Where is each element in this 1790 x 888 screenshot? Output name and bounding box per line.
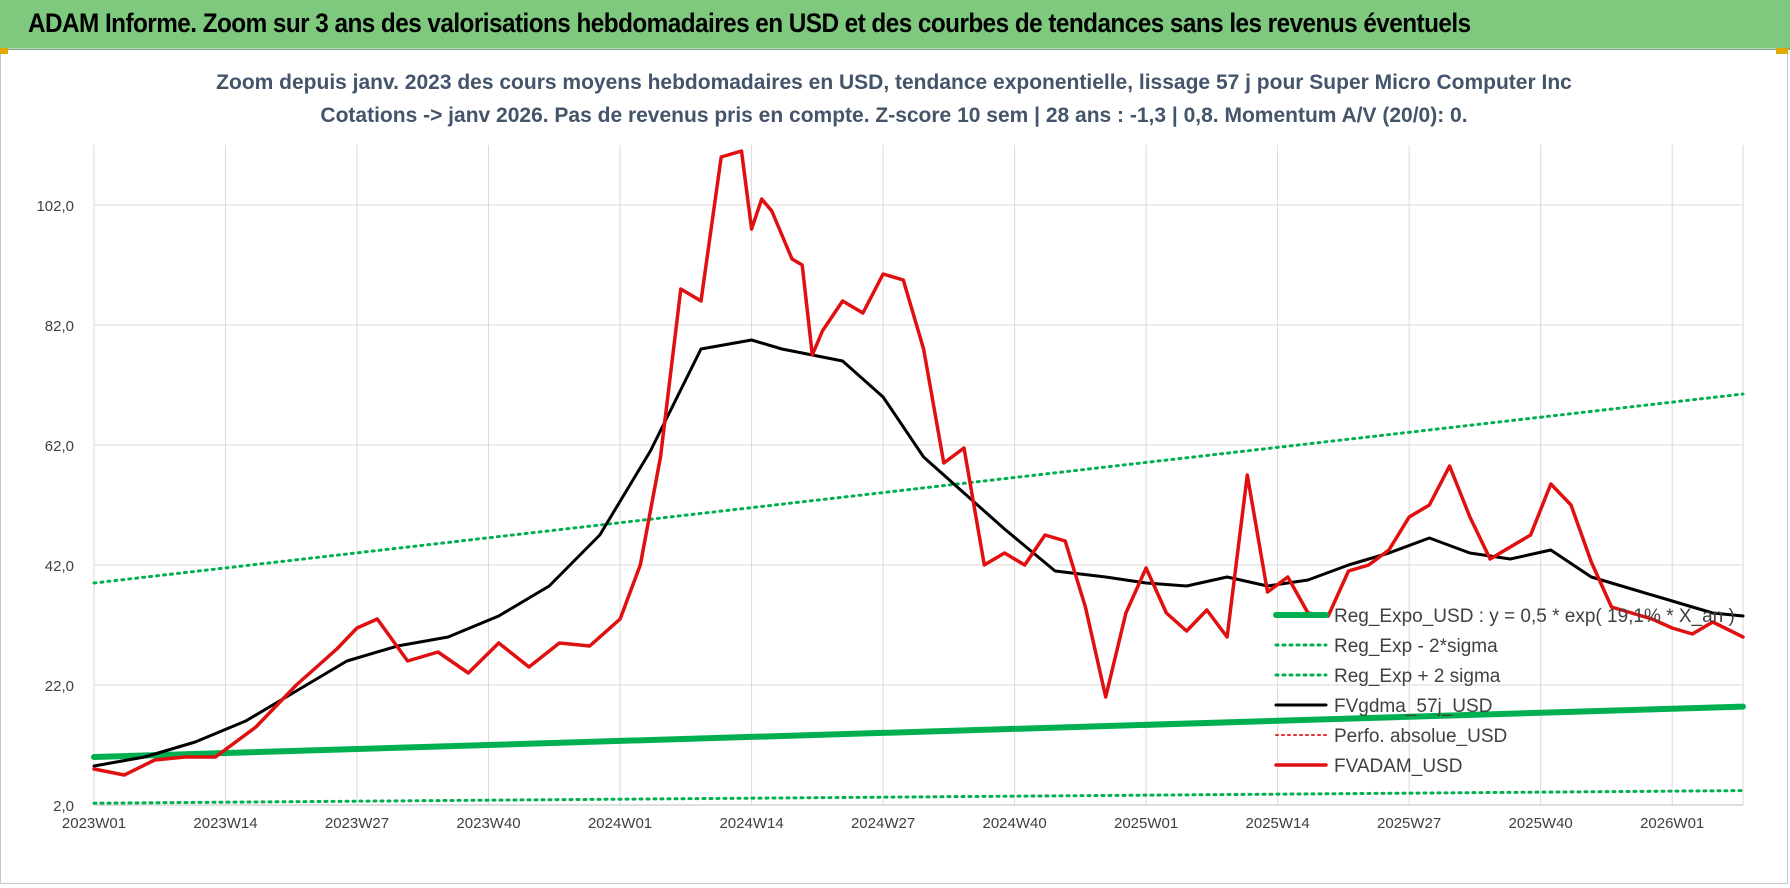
series-line-0 <box>91 703 1746 760</box>
x-tick-label: 2025W27 <box>1377 815 1441 832</box>
chart-svg: Zoom depuis janv. 2023 des cours moyens … <box>36 71 1746 832</box>
header-bar: ADAM Informe. Zoom sur 3 ans des valoris… <box>0 0 1790 50</box>
x-tick-label: 2023W40 <box>456 815 520 832</box>
page-title: ADAM Informe. Zoom sur 3 ans des valoris… <box>28 8 1471 38</box>
chart-title-line2: Cotations -> janv 2026. Pas de revenus p… <box>320 104 1467 127</box>
x-tick-label: 2023W27 <box>325 815 389 832</box>
legend-label: Reg_Expo_USD : y = 0,5 * exp( 19,1% * X_… <box>1334 606 1735 627</box>
x-tick-label: 2023W01 <box>62 815 126 832</box>
chart-title-line1: Zoom depuis janv. 2023 des cours moyens … <box>216 71 1572 94</box>
legend-label: Perfo. absolue_USD <box>1334 726 1507 747</box>
series-line-1 <box>92 789 1745 805</box>
x-tick-label: 2024W01 <box>588 815 652 832</box>
chart-frame: Zoom depuis janv. 2023 des cours moyens … <box>0 48 1788 884</box>
series-line-5 <box>92 149 1745 777</box>
y-tick-label: 2,0 <box>53 798 74 815</box>
x-tick-label: 2025W40 <box>1509 815 1573 832</box>
corner-mark-right <box>1776 48 1788 54</box>
chart-legend: Reg_Expo_USD : y = 0,5 * exp( 19,1% * X_… <box>1273 606 1735 777</box>
x-tick-label: 2023W14 <box>193 815 257 832</box>
y-tick-label: 42,0 <box>45 558 74 575</box>
y-tick-label: 82,0 <box>45 318 74 335</box>
x-tick-label: 2025W14 <box>1246 815 1310 832</box>
x-tick-label: 2024W14 <box>719 815 783 832</box>
y-tick-label: 22,0 <box>45 678 74 695</box>
series-line-3 <box>92 338 1745 768</box>
x-tick-label: 2024W40 <box>982 815 1046 832</box>
chart-series <box>91 149 1746 805</box>
chart-grid <box>93 145 1744 806</box>
x-tick-label: 2025W01 <box>1114 815 1178 832</box>
x-tick-label: 2026W01 <box>1640 815 1704 832</box>
y-tick-label: 102,0 <box>36 198 74 215</box>
legend-label: Reg_Exp + 2 sigma <box>1334 666 1501 687</box>
x-tick-label: 2024W27 <box>851 815 915 832</box>
legend-label: FVgdma_57j_USD <box>1334 696 1492 717</box>
legend-label: Reg_Exp - 2*sigma <box>1334 636 1498 657</box>
legend-label: FVADAM_USD <box>1334 756 1462 777</box>
y-tick-label: 62,0 <box>45 438 74 455</box>
corner-mark-left <box>0 48 8 54</box>
